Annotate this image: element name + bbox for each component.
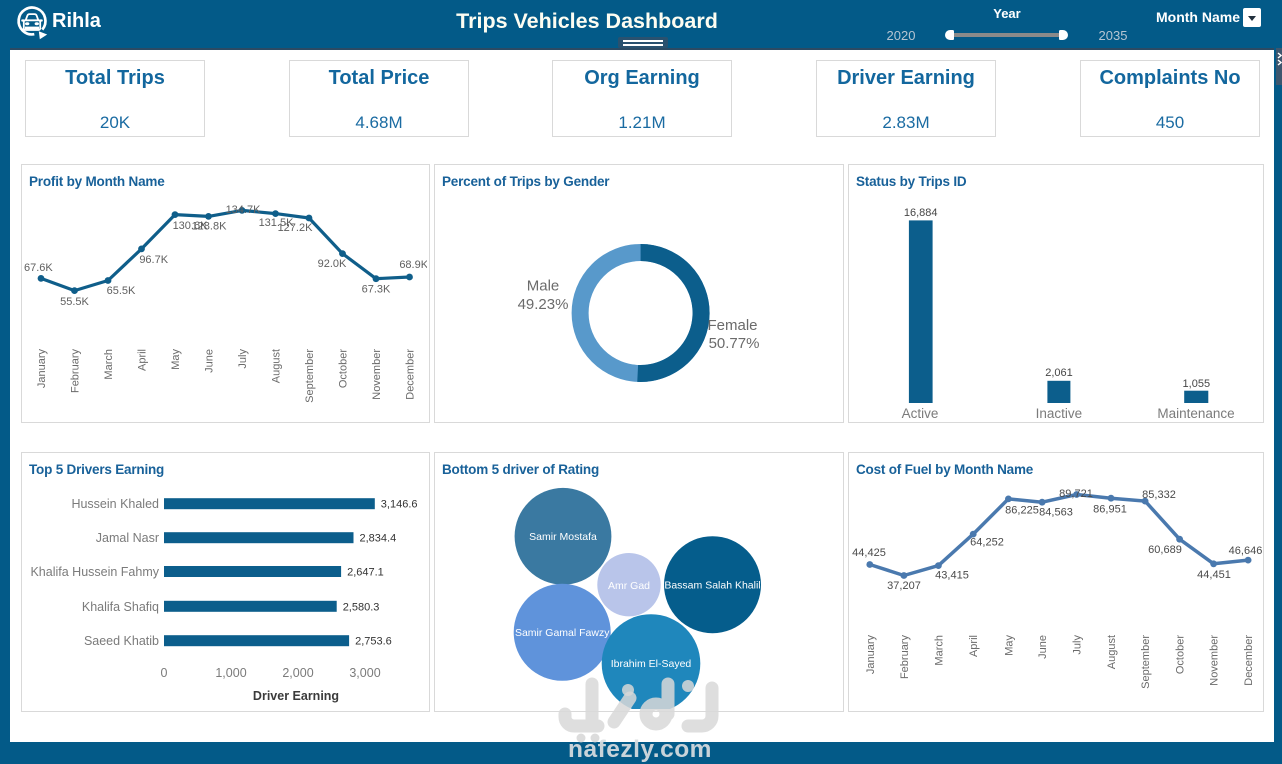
svg-text:67.3K: 67.3K bbox=[362, 284, 391, 296]
svg-text:November: November bbox=[1209, 635, 1221, 686]
svg-text:Maintenance: Maintenance bbox=[1157, 406, 1234, 420]
svg-text:Ibrahim El-Sayed: Ibrahim El-Sayed bbox=[611, 658, 692, 670]
svg-text:Driver Earning: Driver Earning bbox=[253, 689, 339, 703]
svg-text:44,451: 44,451 bbox=[1197, 569, 1231, 581]
svg-text:128.8K: 128.8K bbox=[192, 221, 228, 233]
svg-text:Khalifa Hussein Fahmy: Khalifa Hussein Fahmy bbox=[30, 565, 159, 579]
svg-text:June: June bbox=[204, 349, 216, 373]
svg-text:September: September bbox=[304, 349, 316, 403]
svg-text:Bassam Salah Khalil: Bassam Salah Khalil bbox=[664, 580, 760, 592]
svg-text:2,061: 2,061 bbox=[1045, 367, 1073, 379]
svg-text:April: April bbox=[137, 349, 149, 371]
svg-text:85,332: 85,332 bbox=[1142, 489, 1176, 501]
svg-text:Amr Gad: Amr Gad bbox=[608, 580, 650, 592]
svg-text:February: February bbox=[899, 635, 911, 680]
svg-text:3,000: 3,000 bbox=[349, 666, 380, 680]
svg-text:June: June bbox=[1037, 635, 1049, 659]
svg-text:May: May bbox=[1003, 635, 1015, 656]
svg-text:Male: Male bbox=[527, 278, 560, 295]
svg-text:55.5K: 55.5K bbox=[60, 296, 89, 308]
svg-text:Khalifa Shafiq: Khalifa Shafiq bbox=[82, 600, 159, 614]
svg-text:49.23%: 49.23% bbox=[518, 296, 569, 313]
svg-text:60,689: 60,689 bbox=[1148, 544, 1182, 556]
svg-text:January: January bbox=[36, 349, 48, 389]
svg-text:37,207: 37,207 bbox=[887, 580, 921, 592]
svg-text:86,951: 86,951 bbox=[1093, 504, 1127, 516]
svg-text:130.6K: 130.6K bbox=[173, 220, 209, 232]
svg-text:89,721: 89,721 bbox=[1059, 488, 1093, 500]
svg-text:2,580.3: 2,580.3 bbox=[343, 601, 380, 613]
svg-text:Active: Active bbox=[902, 406, 939, 420]
svg-text:August: August bbox=[1106, 635, 1118, 669]
svg-text:December: December bbox=[405, 349, 417, 400]
svg-text:3,146.6: 3,146.6 bbox=[381, 499, 418, 511]
svg-text:2,834.4: 2,834.4 bbox=[360, 533, 397, 545]
svg-text:96.7K: 96.7K bbox=[139, 254, 168, 266]
svg-text:March: March bbox=[103, 349, 115, 380]
svg-text:50.77%: 50.77% bbox=[709, 335, 760, 352]
svg-text:67.6K: 67.6K bbox=[24, 262, 53, 274]
svg-text:2,647.1: 2,647.1 bbox=[347, 567, 384, 579]
svg-text:84,563: 84,563 bbox=[1039, 507, 1073, 519]
svg-text:1,000: 1,000 bbox=[215, 666, 246, 680]
svg-text:16,884: 16,884 bbox=[904, 207, 938, 219]
svg-text:65.5K: 65.5K bbox=[107, 285, 136, 297]
svg-text:Samir Mostafa: Samir Mostafa bbox=[529, 531, 597, 543]
svg-text:July: July bbox=[1072, 635, 1084, 655]
svg-text:1,055: 1,055 bbox=[1183, 378, 1211, 390]
svg-text:March: March bbox=[933, 635, 945, 666]
svg-text:July: July bbox=[237, 349, 249, 369]
svg-text:Jamal Nasr: Jamal Nasr bbox=[96, 531, 159, 545]
svg-text:Female: Female bbox=[707, 317, 757, 334]
svg-text:Samir Gamal Fawzy: Samir Gamal Fawzy bbox=[515, 627, 610, 639]
svg-text:2,753.6: 2,753.6 bbox=[355, 636, 392, 648]
svg-text:August: August bbox=[271, 349, 283, 383]
svg-text:0: 0 bbox=[161, 666, 168, 680]
svg-text:46,646: 46,646 bbox=[1229, 545, 1263, 557]
svg-text:68.9K: 68.9K bbox=[399, 259, 427, 271]
svg-text:September: September bbox=[1140, 635, 1152, 689]
svg-text:December: December bbox=[1243, 635, 1255, 686]
svg-text:86,225: 86,225 bbox=[1005, 505, 1039, 517]
svg-text:October: October bbox=[1175, 635, 1187, 674]
svg-text:Hussein Khaled: Hussein Khaled bbox=[71, 497, 159, 511]
svg-text:127.2K: 127.2K bbox=[278, 222, 314, 234]
svg-text:February: February bbox=[70, 349, 82, 394]
svg-text:Saeed Khatib: Saeed Khatib bbox=[84, 634, 159, 648]
svg-text:131.5K: 131.5K bbox=[259, 217, 295, 229]
svg-text:November: November bbox=[371, 349, 383, 400]
svg-text:134.7K: 134.7K bbox=[226, 204, 262, 216]
svg-text:2,000: 2,000 bbox=[282, 666, 313, 680]
svg-text:44,425: 44,425 bbox=[852, 547, 886, 559]
svg-text:64,252: 64,252 bbox=[970, 537, 1004, 549]
svg-text:October: October bbox=[338, 349, 350, 388]
svg-text:43,415: 43,415 bbox=[935, 570, 969, 582]
svg-text:January: January bbox=[865, 635, 877, 675]
svg-text:92.0K: 92.0K bbox=[318, 258, 347, 270]
svg-text:April: April bbox=[968, 635, 980, 657]
svg-text:May: May bbox=[170, 349, 182, 370]
svg-text:Inactive: Inactive bbox=[1036, 406, 1083, 420]
